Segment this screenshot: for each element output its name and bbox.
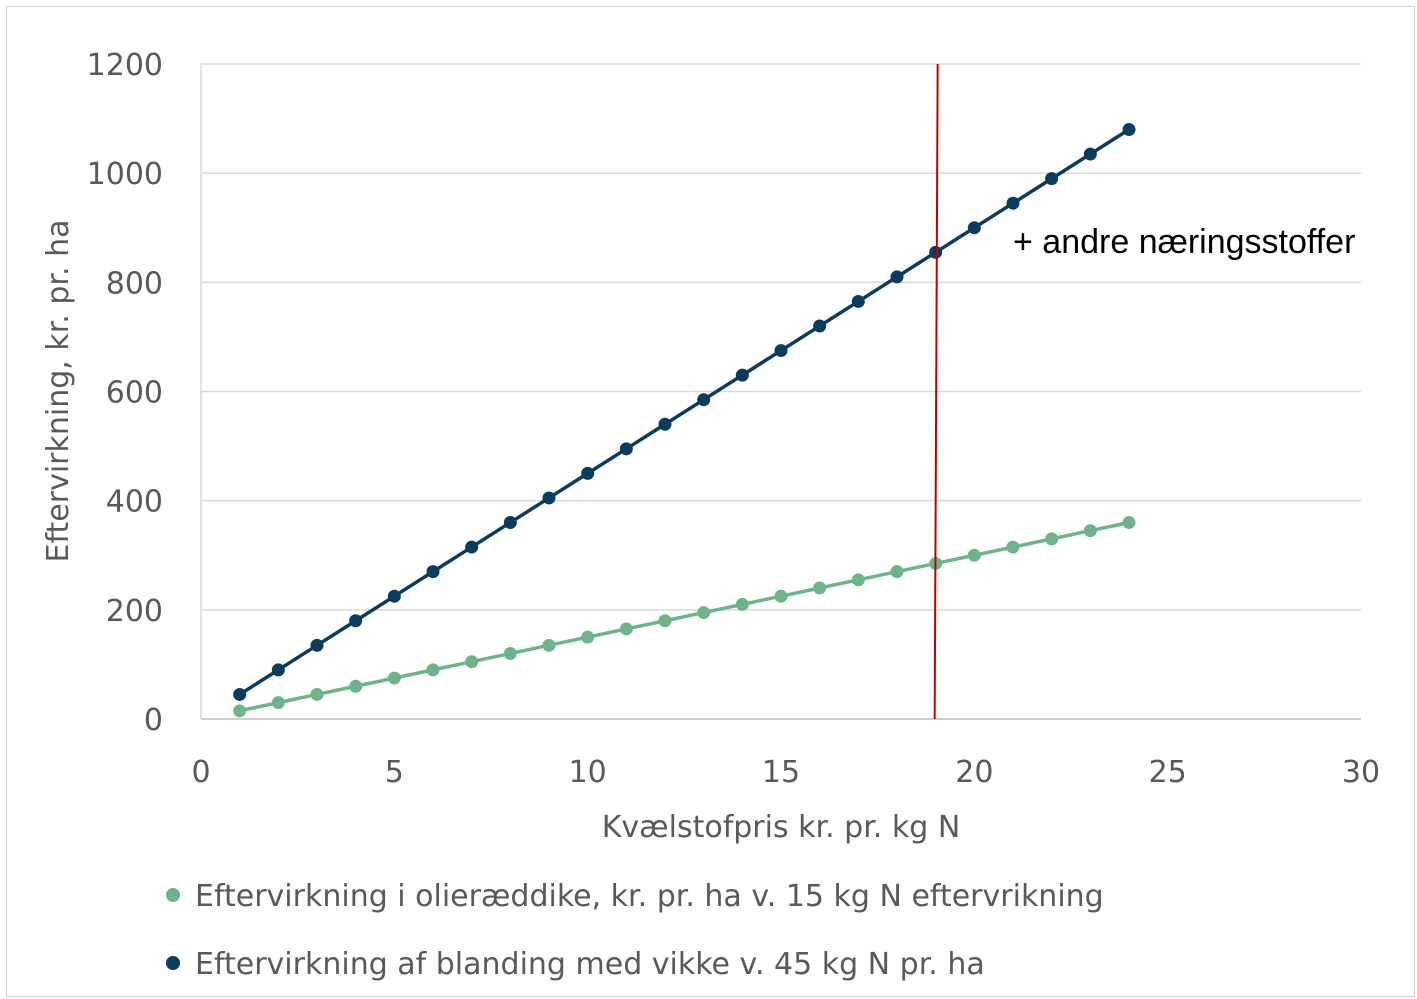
chart-frame [6, 6, 1415, 997]
series-1-point-19 [929, 245, 943, 259]
series-1-point-2 [271, 663, 285, 677]
y-tick-label-200: 200 [106, 594, 163, 629]
series-0-point-4 [349, 679, 363, 693]
series-1-point-15 [774, 344, 788, 358]
y-tick-label-400: 400 [106, 485, 163, 520]
series-line-1 [238, 128, 1130, 696]
series-0-point-2 [271, 696, 285, 710]
series-layer [233, 123, 1136, 718]
x-tick-label-20: 20 [955, 755, 993, 790]
annotation-label: + andre næringsstoffer [1013, 223, 1355, 261]
x-tick-label-0: 0 [191, 755, 210, 790]
legend-marker-oliereddike [166, 888, 180, 902]
series-1-point-10 [581, 466, 595, 480]
series-1-point-5 [387, 589, 401, 603]
legend: Eftervirkning i olieræddike, kr. pr. ha … [166, 879, 1104, 982]
x-tick-label-25: 25 [1149, 755, 1187, 790]
series-1-point-24 [1122, 123, 1136, 136]
y-tick-label-0: 0 [144, 703, 163, 738]
series-0-point-12 [658, 614, 672, 628]
series-1-point-20 [967, 221, 981, 235]
gridlines [200, 63, 1361, 720]
series-0-point-21 [1006, 540, 1020, 554]
series-0-point-9 [542, 638, 556, 652]
series-0-point-1 [233, 704, 247, 718]
legend-item-vikke: Eftervirkning af blanding med vikke v. 4… [166, 947, 985, 982]
series-1-point-23 [1083, 147, 1097, 161]
y-tick-label-1200: 1200 [87, 48, 163, 83]
series-0-point-13 [697, 606, 711, 620]
series-0-point-15 [774, 589, 788, 603]
y-tick-label-1000: 1000 [87, 157, 163, 192]
series-0-point-5 [387, 671, 401, 685]
legend-label-oliereddike: Eftervirkning i olieræddike, kr. pr. ha … [195, 879, 1104, 914]
reference-line [933, 63, 939, 720]
series-1-point-21 [1006, 196, 1020, 210]
legend-marker-vikke [166, 956, 180, 970]
series-1-point-7 [465, 540, 479, 554]
series-1-point-16 [813, 319, 827, 333]
series-1-point-6 [426, 565, 440, 579]
series-1-point-13 [697, 393, 711, 407]
series-0-point-11 [619, 622, 633, 636]
series-1-point-3 [310, 638, 324, 652]
series-1-point-1 [233, 687, 247, 701]
x-tick-label-30: 30 [1342, 755, 1380, 790]
x-axis-title: Kvælstofpris kr. pr. kg N [602, 810, 961, 845]
y-tick-labels: 0 200 400 600 800 1000 1200 [87, 48, 163, 738]
series-0-point-16 [813, 581, 827, 595]
series-0-point-10 [581, 630, 595, 644]
series-0-point-17 [851, 573, 865, 587]
y-tick-label-600: 600 [106, 376, 163, 411]
series-0-point-24 [1122, 516, 1136, 529]
series-1-point-22 [1045, 172, 1059, 186]
series-1-point-12 [658, 417, 672, 431]
series-1-point-8 [503, 516, 517, 529]
series-1-point-9 [542, 491, 556, 505]
x-tick-label-10: 10 [569, 755, 607, 790]
x-tick-label-5: 5 [385, 755, 404, 790]
series-line-0 [239, 520, 1130, 713]
series-1-point-11 [619, 442, 633, 456]
series-1-point-18 [890, 270, 904, 284]
series-0-point-7 [465, 655, 479, 669]
y-axis-title: Eftervirkning, kr. pr. ha [41, 220, 76, 563]
y-tick-label-800: 800 [106, 266, 163, 301]
legend-label-vikke: Eftervirkning af blanding med vikke v. 4… [195, 947, 985, 982]
series-1-point-4 [349, 614, 363, 628]
x-tick-label-15: 15 [762, 755, 800, 790]
series-0-point-20 [967, 548, 981, 562]
series-0-point-14 [735, 597, 749, 611]
series-0-point-6 [426, 663, 440, 677]
series-0-point-23 [1083, 524, 1097, 538]
x-tick-labels: 0 5 10 15 20 25 30 [191, 755, 1380, 790]
series-0-point-18 [890, 565, 904, 579]
series-0-point-22 [1045, 532, 1059, 546]
series-1-point-17 [851, 294, 865, 308]
legend-item-oliereddike: Eftervirkning i olieræddike, kr. pr. ha … [166, 879, 1104, 914]
series-0-point-8 [503, 647, 517, 660]
series-0-point-3 [310, 687, 324, 701]
reference-layer [933, 63, 939, 720]
series-1-point-14 [735, 368, 749, 382]
